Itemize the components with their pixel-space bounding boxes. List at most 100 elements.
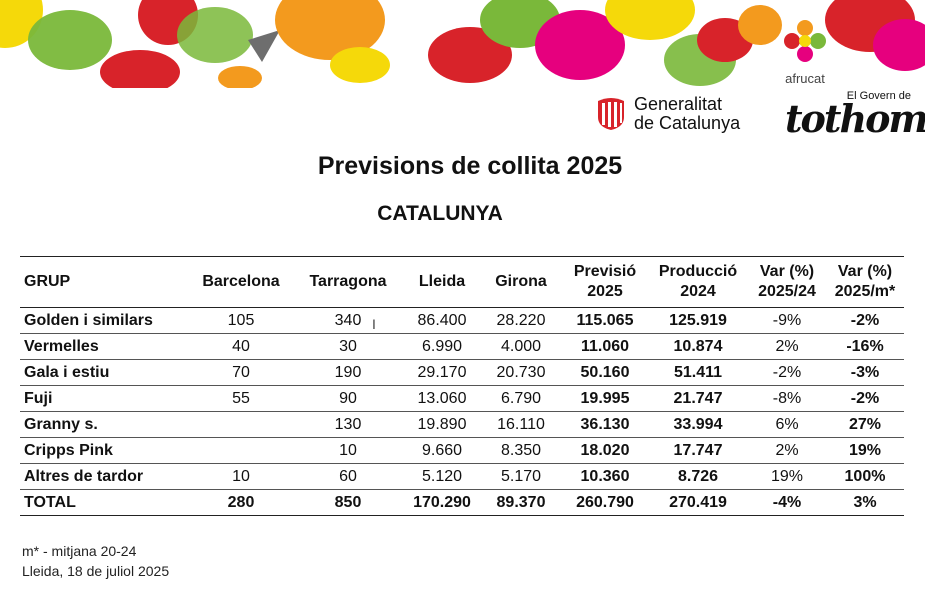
table-cell: 10.874 [648, 333, 748, 360]
table-cell: 6% [748, 411, 826, 438]
table-cell: 13.060 [404, 385, 480, 412]
table-cell: 8.726 [648, 463, 748, 490]
table-cell: 4.000 [480, 333, 562, 360]
table-cell: 19% [826, 437, 904, 464]
table-cell: 170.290 [404, 489, 480, 516]
generalitat-logo: Generalitat de Catalunya [596, 94, 740, 134]
col-header-barcelona: Barcelona [190, 256, 292, 308]
col-header-produccio: Producció 2024 [648, 256, 748, 308]
table-cell: -2% [826, 307, 904, 334]
table-cell: 17.747 [648, 437, 748, 464]
table-cell: 33.994 [648, 411, 748, 438]
row-label: Granny s. [20, 411, 190, 438]
table-cell: 19.890 [404, 411, 480, 438]
row-label: Golden i similars [20, 307, 190, 334]
table-cell: 850 [292, 489, 404, 516]
table-cell: 340 [292, 307, 404, 334]
table-cell: 18.020 [562, 437, 648, 464]
table-cell: 190 [292, 359, 404, 386]
col-header-var-2025-24: Var (%) 2025/24 [748, 256, 826, 308]
table-cell: 100% [826, 463, 904, 490]
table-cell: 36.130 [562, 411, 648, 438]
afrucat-label: afrucat [785, 71, 825, 86]
table-cell: 8.350 [480, 437, 562, 464]
table-cell: 21.747 [648, 385, 748, 412]
table-cell: 3% [826, 489, 904, 516]
table-cell: 260.790 [562, 489, 648, 516]
col-header-tarragona: Tarragona [292, 256, 404, 308]
page-title: Previsions de collita 2025 [317, 152, 623, 180]
row-label: Cripps Pink [20, 437, 190, 464]
table-cell: 10 [292, 437, 404, 464]
table-cell: -4% [748, 489, 826, 516]
generalitat-line1: Generalitat [634, 94, 723, 114]
table-cell: 16.110 [480, 411, 562, 438]
table-cell: 89.370 [480, 489, 562, 516]
table-cell: 50.160 [562, 359, 648, 386]
table-cell: 2% [748, 437, 826, 464]
col-header-grup: GRUP [20, 256, 190, 308]
table-cell: 55 [190, 385, 292, 412]
table-cell: 51.411 [648, 359, 748, 386]
afrucat-logo: afrucat [775, 18, 835, 86]
table-cell [190, 411, 292, 438]
table-cell: 270.419 [648, 489, 748, 516]
table-cell: 105 [190, 307, 292, 334]
decorative-banner [0, 0, 925, 88]
footnotes: m* - mitjana 20-24 Lleida, 18 de juliol … [22, 541, 169, 581]
col-header-previsio: Previsió 2025 [562, 256, 648, 308]
table-cell: 28.220 [480, 307, 562, 334]
table-cell: 115.065 [562, 307, 648, 334]
table-cell: 40 [190, 333, 292, 360]
table-cell: -3% [826, 359, 904, 386]
table-cell: 86.400 [404, 307, 480, 334]
table-cell: 5.120 [404, 463, 480, 490]
table-row: Cripps Pink 10 9.660 8.350 18.020 17.747 2% 19% [20, 437, 904, 464]
table-cell: 27% [826, 411, 904, 438]
afrucat-logo-icon [784, 20, 826, 62]
table-cell: 19.995 [562, 385, 648, 412]
generalitat-line2: de Catalunya [634, 113, 741, 133]
col-header-girona: Girona [480, 256, 562, 308]
table-cell: 9.660 [404, 437, 480, 464]
table-cell: 60 [292, 463, 404, 490]
table-row: Gala i estiu 70 190 29.170 20.730 50.160 51.41… [20, 359, 904, 386]
table-cell: 10 [190, 463, 292, 490]
row-label: Altres de tardor [20, 463, 190, 490]
table-cell: 30 [292, 333, 404, 360]
table-cell [190, 437, 292, 464]
col-header-lleida: Lleida [404, 256, 480, 308]
text-cursor-icon: I [372, 316, 376, 332]
table-cell: 2% [748, 333, 826, 360]
table-cell: 6.990 [404, 333, 480, 360]
table-cell: 19% [748, 463, 826, 490]
govern-small-label: El Govern de [846, 90, 911, 102]
table-cell: 5.170 [480, 463, 562, 490]
table-cell: -2% [826, 385, 904, 412]
table-cell: 6.790 [480, 385, 562, 412]
table-cell: 10.360 [562, 463, 648, 490]
table-cell: 90 [292, 385, 404, 412]
row-label: TOTAL [20, 489, 190, 516]
govern-big-label: tothom [785, 96, 925, 141]
table-header-row: GRUP Barcelona Tarragona Lleida Girona P… [20, 256, 904, 308]
page-subtitle: CATALUNYA [377, 202, 503, 225]
table-cell: 11.060 [562, 333, 648, 360]
table-row: Granny s. 130 19.890 16.110 36.130 33.994 6% 27… [20, 411, 904, 438]
table-cell: 20.730 [480, 359, 562, 386]
table-cell: -8% [748, 385, 826, 412]
table-row: Fuji 55 90 13.060 6.790 19.995 21.747 -8% -2% [20, 385, 904, 412]
generalitat-emblem-icon [598, 98, 624, 130]
row-label: Fuji [20, 385, 190, 412]
row-label: Gala i estiu [20, 359, 190, 386]
table-total-row: TOTAL 280 850 170.290 89.370 260.790 270.419 -4… [20, 489, 904, 516]
table-cell: -2% [748, 359, 826, 386]
table-cell: 70 [190, 359, 292, 386]
table-cell: -16% [826, 333, 904, 360]
row-label: Vermelles [20, 333, 190, 360]
table-cell: 130 [292, 411, 404, 438]
footnote-place-date: Lleida, 18 de juliol 2025 [22, 563, 170, 579]
table-row: Vermelles 40 30 6.990 4.000 11.060 10.874 2% -16… [20, 333, 904, 360]
table-cell: 280 [190, 489, 292, 516]
col-header-var-2025-m: Var (%) 2025/m* [826, 256, 904, 308]
